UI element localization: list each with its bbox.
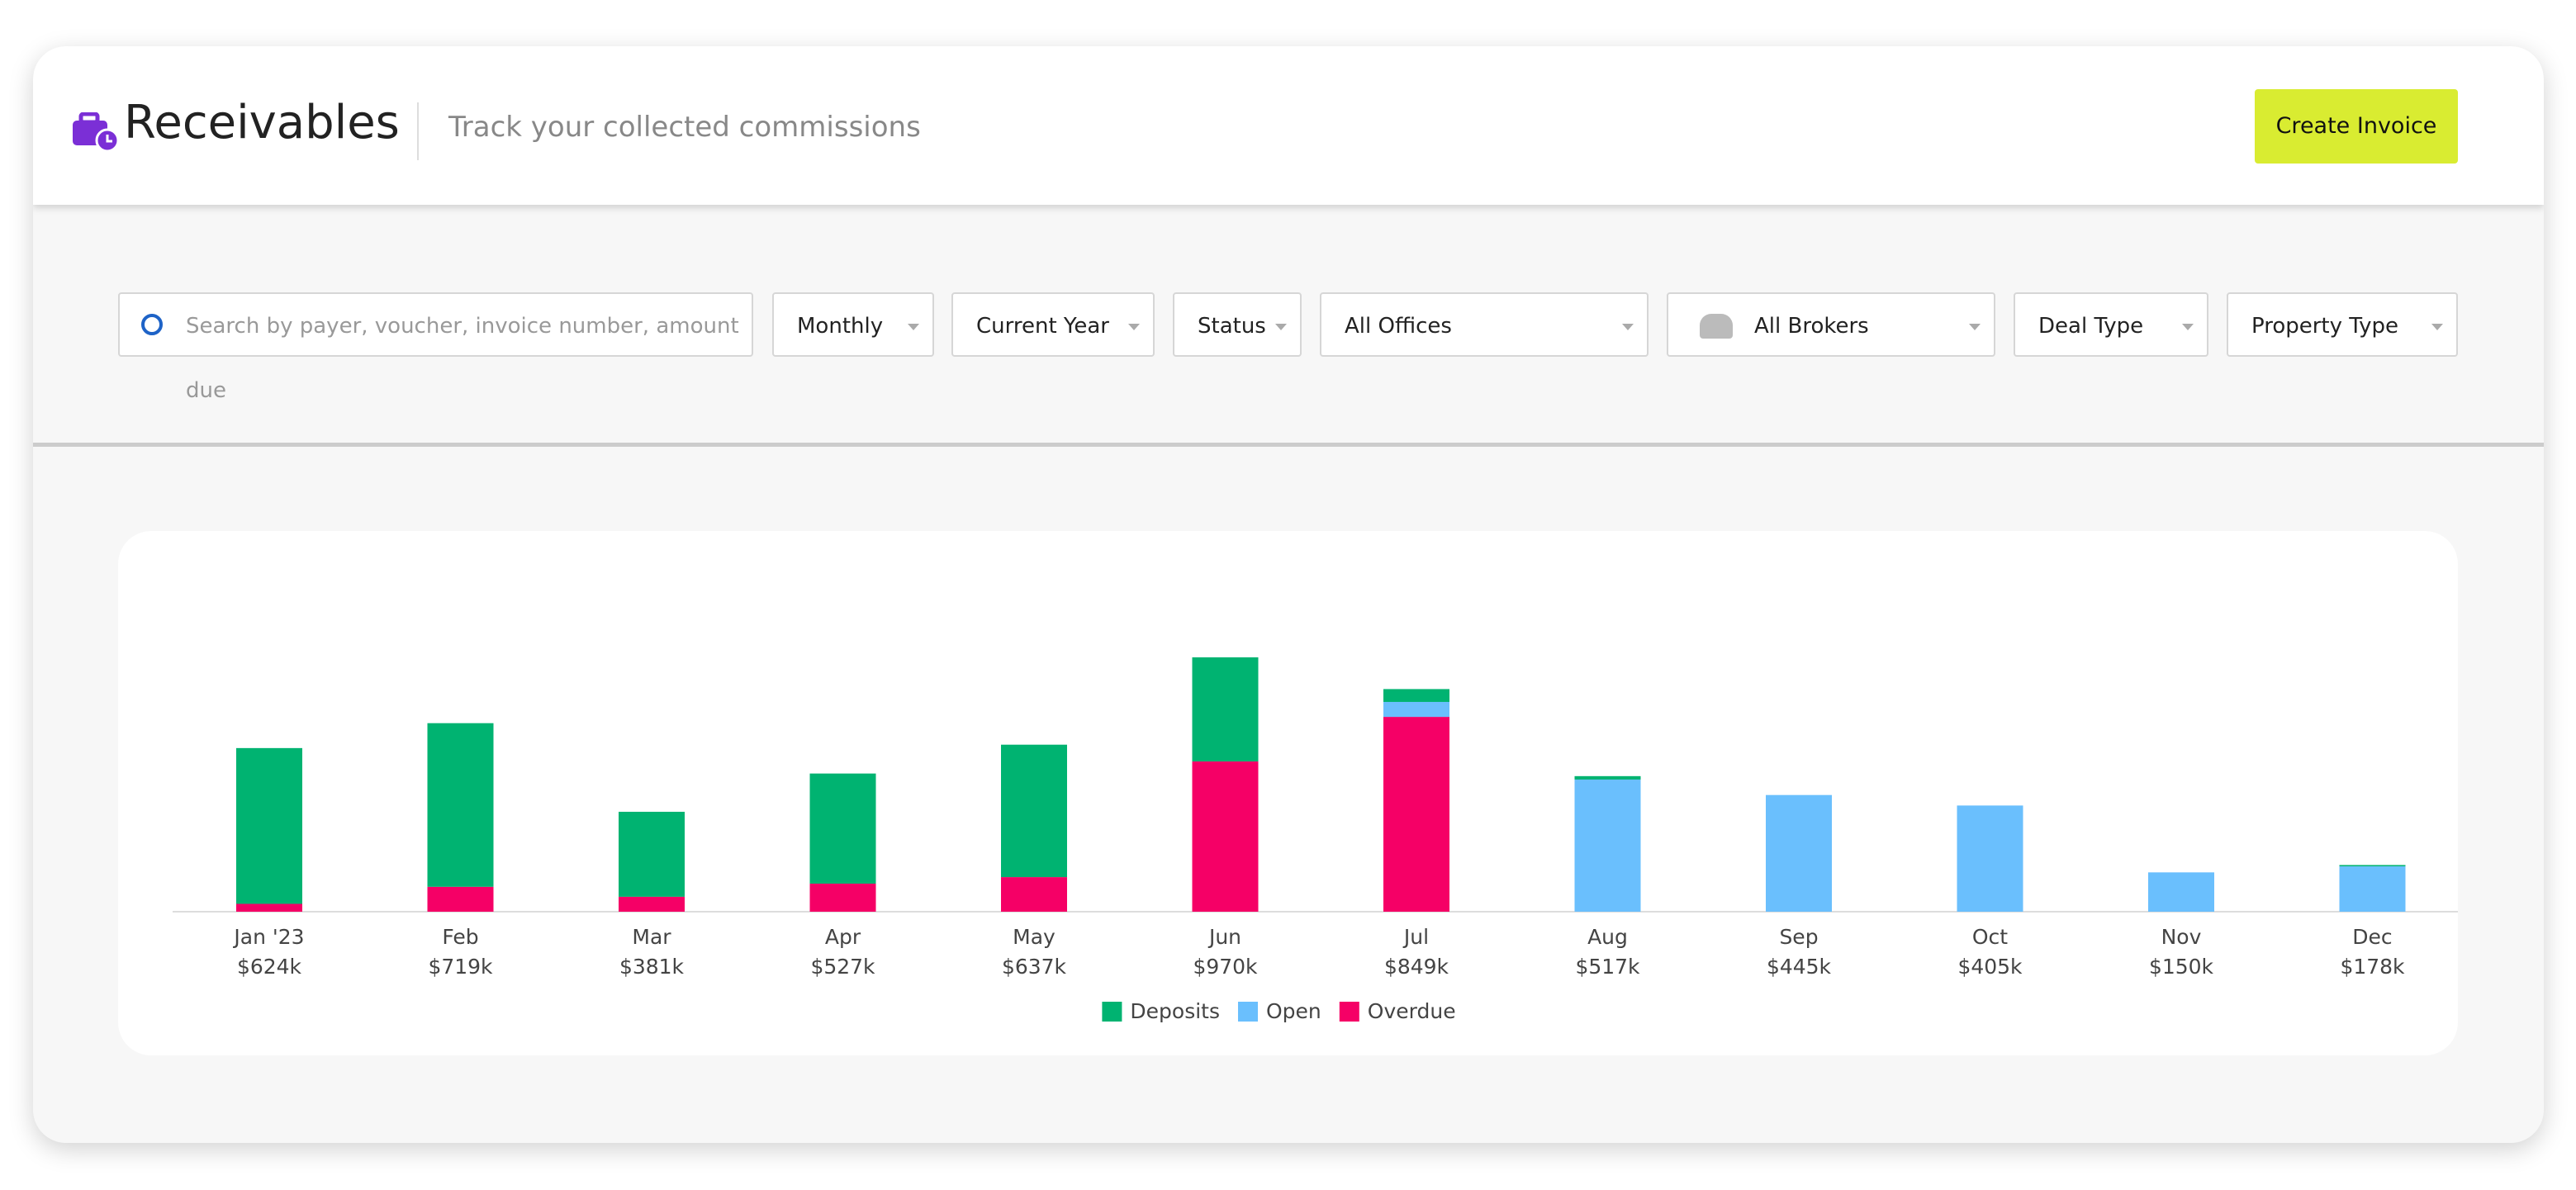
search-icon bbox=[141, 314, 163, 335]
bar-segment bbox=[1383, 701, 1449, 718]
dropdown-label: Monthly bbox=[797, 314, 884, 339]
bar-segment bbox=[236, 747, 302, 904]
bar-segment bbox=[1957, 805, 2023, 912]
bar-segment bbox=[2339, 866, 2406, 912]
total-label: $150k bbox=[2149, 955, 2214, 979]
legend-label: Open bbox=[1266, 999, 1321, 1023]
chart-card: Jan '23 $624k Feb $719k Mar $381k Apr $527k May $… bbox=[118, 531, 2471, 1055]
x-tick-label: Nov bbox=[2161, 925, 2202, 949]
bar-segment bbox=[427, 723, 494, 887]
dropdown[interactable]: Deal Type bbox=[2014, 292, 2208, 357]
bar-segment bbox=[1001, 744, 1067, 878]
dropdown-arrow bbox=[908, 324, 919, 336]
title: Receivables bbox=[124, 96, 400, 149]
dropdown-arrow bbox=[2431, 324, 2443, 336]
bar-segment bbox=[2339, 865, 2406, 867]
x-tick-label: Dec bbox=[2352, 925, 2392, 949]
total-label: $381k bbox=[619, 955, 685, 979]
x-tick-label: May bbox=[1013, 925, 1056, 949]
bar-segment bbox=[1574, 779, 1641, 912]
dropdown-label: Status bbox=[1198, 314, 1266, 339]
subtitle: Track your collected commissions bbox=[448, 111, 921, 144]
x-tick-label: Mar bbox=[632, 925, 671, 949]
total-label: $527k bbox=[810, 955, 875, 979]
total-label: $970k bbox=[1193, 955, 1258, 979]
dropdown[interactable]: Monthly bbox=[772, 292, 934, 357]
x-tick-label: Jan '23 bbox=[232, 925, 304, 949]
bar-segment bbox=[1192, 657, 1259, 762]
dropdown-arrow bbox=[1128, 324, 1140, 336]
dropdown[interactable]: All Offices bbox=[1320, 292, 1649, 357]
bar-segment bbox=[236, 903, 302, 912]
dropdown[interactable]: Current Year bbox=[951, 292, 1155, 357]
x-tick-label: Aug bbox=[1587, 925, 1628, 949]
bar-segment bbox=[1383, 717, 1449, 912]
brokers-icon bbox=[1700, 314, 1733, 339]
divider bbox=[33, 443, 2544, 447]
bar-segment bbox=[619, 896, 685, 912]
bar-segment bbox=[619, 812, 685, 897]
x-tick-label: Jul bbox=[1402, 925, 1429, 949]
dropdown[interactable]: Property Type bbox=[2227, 292, 2458, 357]
legend-swatch bbox=[1339, 1002, 1359, 1022]
legend-label: Overdue bbox=[1368, 999, 1456, 1023]
legend-swatch bbox=[1238, 1002, 1259, 1022]
icon bbox=[73, 112, 119, 153]
x-tick-label: Jun bbox=[1207, 925, 1241, 949]
total-label: $405k bbox=[1957, 955, 2023, 979]
legend-label: Deposits bbox=[1130, 999, 1220, 1023]
dropdown-arrow bbox=[1275, 324, 1287, 336]
legend-swatch bbox=[1102, 1002, 1122, 1022]
bar-segment bbox=[809, 773, 876, 884]
dropdown-arrow bbox=[1622, 324, 1634, 336]
bar-segment bbox=[427, 886, 494, 912]
x-tick-label: Oct bbox=[1972, 925, 2008, 949]
search-placeholder: Search by payer, voucher, invoice number… bbox=[186, 314, 739, 403]
dropdown[interactable]: All Brokers bbox=[1667, 292, 1995, 357]
panel: Receivables Track your collected commiss… bbox=[33, 46, 2544, 1143]
total-label: $624k bbox=[237, 955, 302, 979]
dropdown[interactable]: Status bbox=[1173, 292, 1302, 357]
dropdown-label: Current Year bbox=[976, 314, 1109, 339]
search-box[interactable]: Search by payer, voucher, invoice number… bbox=[118, 292, 753, 403]
bar-segment bbox=[1574, 775, 1641, 780]
bar-segment bbox=[2148, 872, 2214, 912]
bar-segment bbox=[1383, 689, 1449, 702]
total-label: $849k bbox=[1384, 955, 1449, 979]
dropdown-label: Deal Type bbox=[2038, 314, 2144, 339]
dropdown-label: All Offices bbox=[1345, 314, 1452, 339]
x-tick-label: Feb bbox=[442, 925, 478, 949]
bar-segment bbox=[1192, 761, 1259, 912]
chart: Jan '23 $624k Feb $719k Mar $381k Apr $527k May $… bbox=[173, 657, 2471, 1023]
bar-segment bbox=[809, 884, 876, 912]
total-label: $445k bbox=[1767, 955, 1832, 979]
x-tick-label: Sep bbox=[1779, 925, 1818, 949]
header: Receivables Track your collected commiss… bbox=[33, 46, 2544, 205]
total-label: $517k bbox=[1575, 955, 1640, 979]
total-label: $637k bbox=[1002, 955, 1067, 979]
dropdown-arrow bbox=[2182, 324, 2194, 336]
separator bbox=[417, 102, 419, 160]
total-label: $719k bbox=[428, 955, 493, 979]
x-tick-label: Apr bbox=[825, 925, 861, 949]
dropdown-label: All Brokers bbox=[1754, 314, 1869, 339]
bar-segment bbox=[1766, 794, 1832, 912]
create-invoice-button[interactable]: Create Invoice bbox=[2255, 89, 2458, 164]
dropdown-arrow bbox=[1969, 324, 1981, 336]
total-label: $178k bbox=[2340, 955, 2405, 979]
bar-segment bbox=[1001, 877, 1067, 912]
dropdown-label: Property Type bbox=[2251, 314, 2399, 339]
